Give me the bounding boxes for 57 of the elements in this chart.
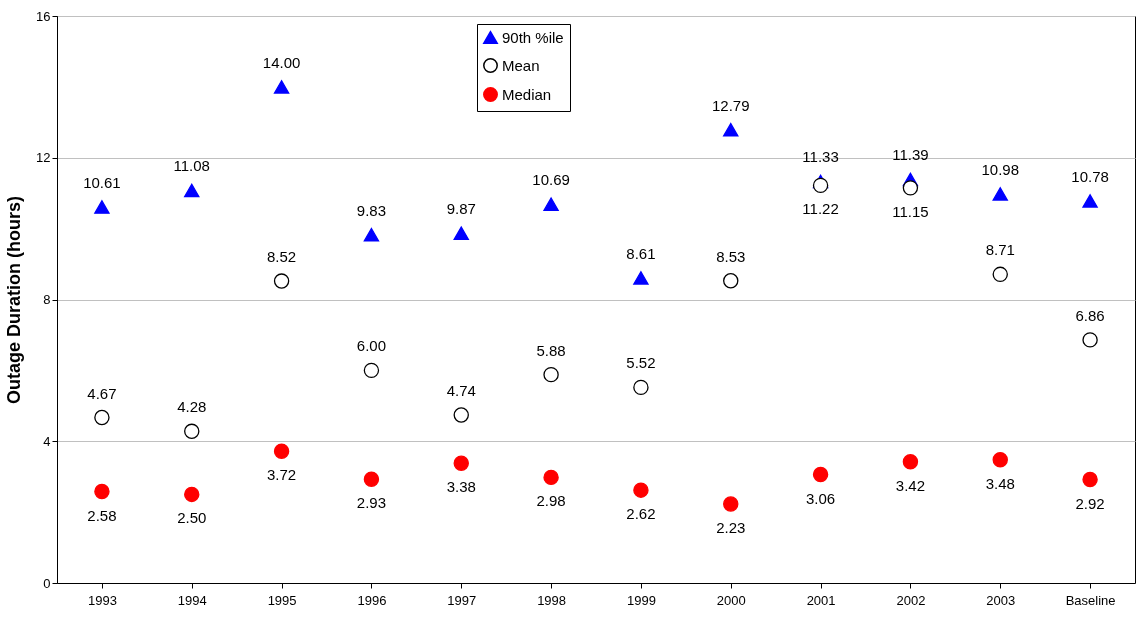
legend-label: Median [502, 85, 552, 103]
data-label: 12.79 [711, 96, 750, 114]
y-axis-title: Outage Duration (hours) [4, 196, 25, 404]
data-label: 3.42 [895, 476, 926, 494]
x-tick-label: 1995 [267, 592, 297, 608]
data-label: 5.88 [536, 341, 566, 359]
data-label: 3.38 [446, 478, 476, 496]
data-label: 11.15 [892, 202, 929, 220]
data-label: 2.98 [536, 492, 566, 510]
data-label: 8.52 [266, 248, 297, 266]
data-label: 8.71 [985, 241, 1015, 259]
data-label: 11.39 [892, 146, 929, 164]
y-tick-label: 16 [36, 8, 51, 24]
data-label: 6.86 [1075, 306, 1105, 324]
data-label: 9.83 [356, 201, 387, 219]
y-tick-label: 0 [43, 575, 51, 591]
data-label: 4.28 [177, 398, 207, 416]
x-tick-label: 1999 [626, 592, 656, 608]
data-label: 2.92 [1075, 494, 1105, 512]
data-label: 2.58 [87, 506, 117, 524]
data-label: 9.87 [446, 200, 476, 218]
data-label: 3.48 [985, 474, 1015, 492]
data-label: 2.50 [177, 509, 207, 527]
data-label: 6.00 [356, 337, 387, 355]
data-label: 2.23 [716, 518, 746, 536]
data-label: 11.22 [802, 200, 839, 218]
data-label: 2.62 [626, 505, 656, 523]
data-label: 11.08 [173, 157, 210, 175]
data-label: 3.06 [805, 489, 836, 507]
y-tick-label: 12 [36, 150, 51, 166]
data-label: 14.00 [262, 53, 301, 71]
x-tick-label: 2000 [716, 592, 746, 608]
data-label: 10.78 [1071, 167, 1109, 185]
data-label: 5.52 [626, 354, 656, 372]
y-tick-label: 4 [43, 433, 51, 449]
data-label: 11.33 [802, 148, 839, 166]
legend-label: Mean [502, 56, 540, 74]
data-label: 4.67 [87, 384, 117, 402]
legend-label: 90th %ile [502, 28, 564, 46]
data-label: 10.98 [981, 160, 1020, 178]
data-label: 10.61 [83, 174, 121, 192]
data-label: 2.93 [356, 494, 387, 512]
x-tick-label: 1998 [537, 592, 567, 608]
data-label: 8.53 [716, 247, 746, 265]
x-tick-label: Baseline [1065, 592, 1116, 608]
data-label: 8.61 [626, 244, 656, 262]
x-tick-label: 1996 [357, 592, 387, 608]
x-tick-label: 1994 [177, 592, 207, 608]
x-tick-label: 1993 [87, 592, 117, 608]
x-tick-label: 2002 [896, 592, 926, 608]
data-label: 4.74 [446, 382, 476, 400]
x-tick-label: 2003 [986, 592, 1016, 608]
y-tick-label: 8 [43, 292, 51, 307]
data-label: 3.72 [266, 466, 297, 484]
data-label: 10.69 [532, 171, 570, 189]
x-tick-label: 1997 [447, 592, 477, 608]
x-tick-label: 2001 [806, 592, 836, 608]
